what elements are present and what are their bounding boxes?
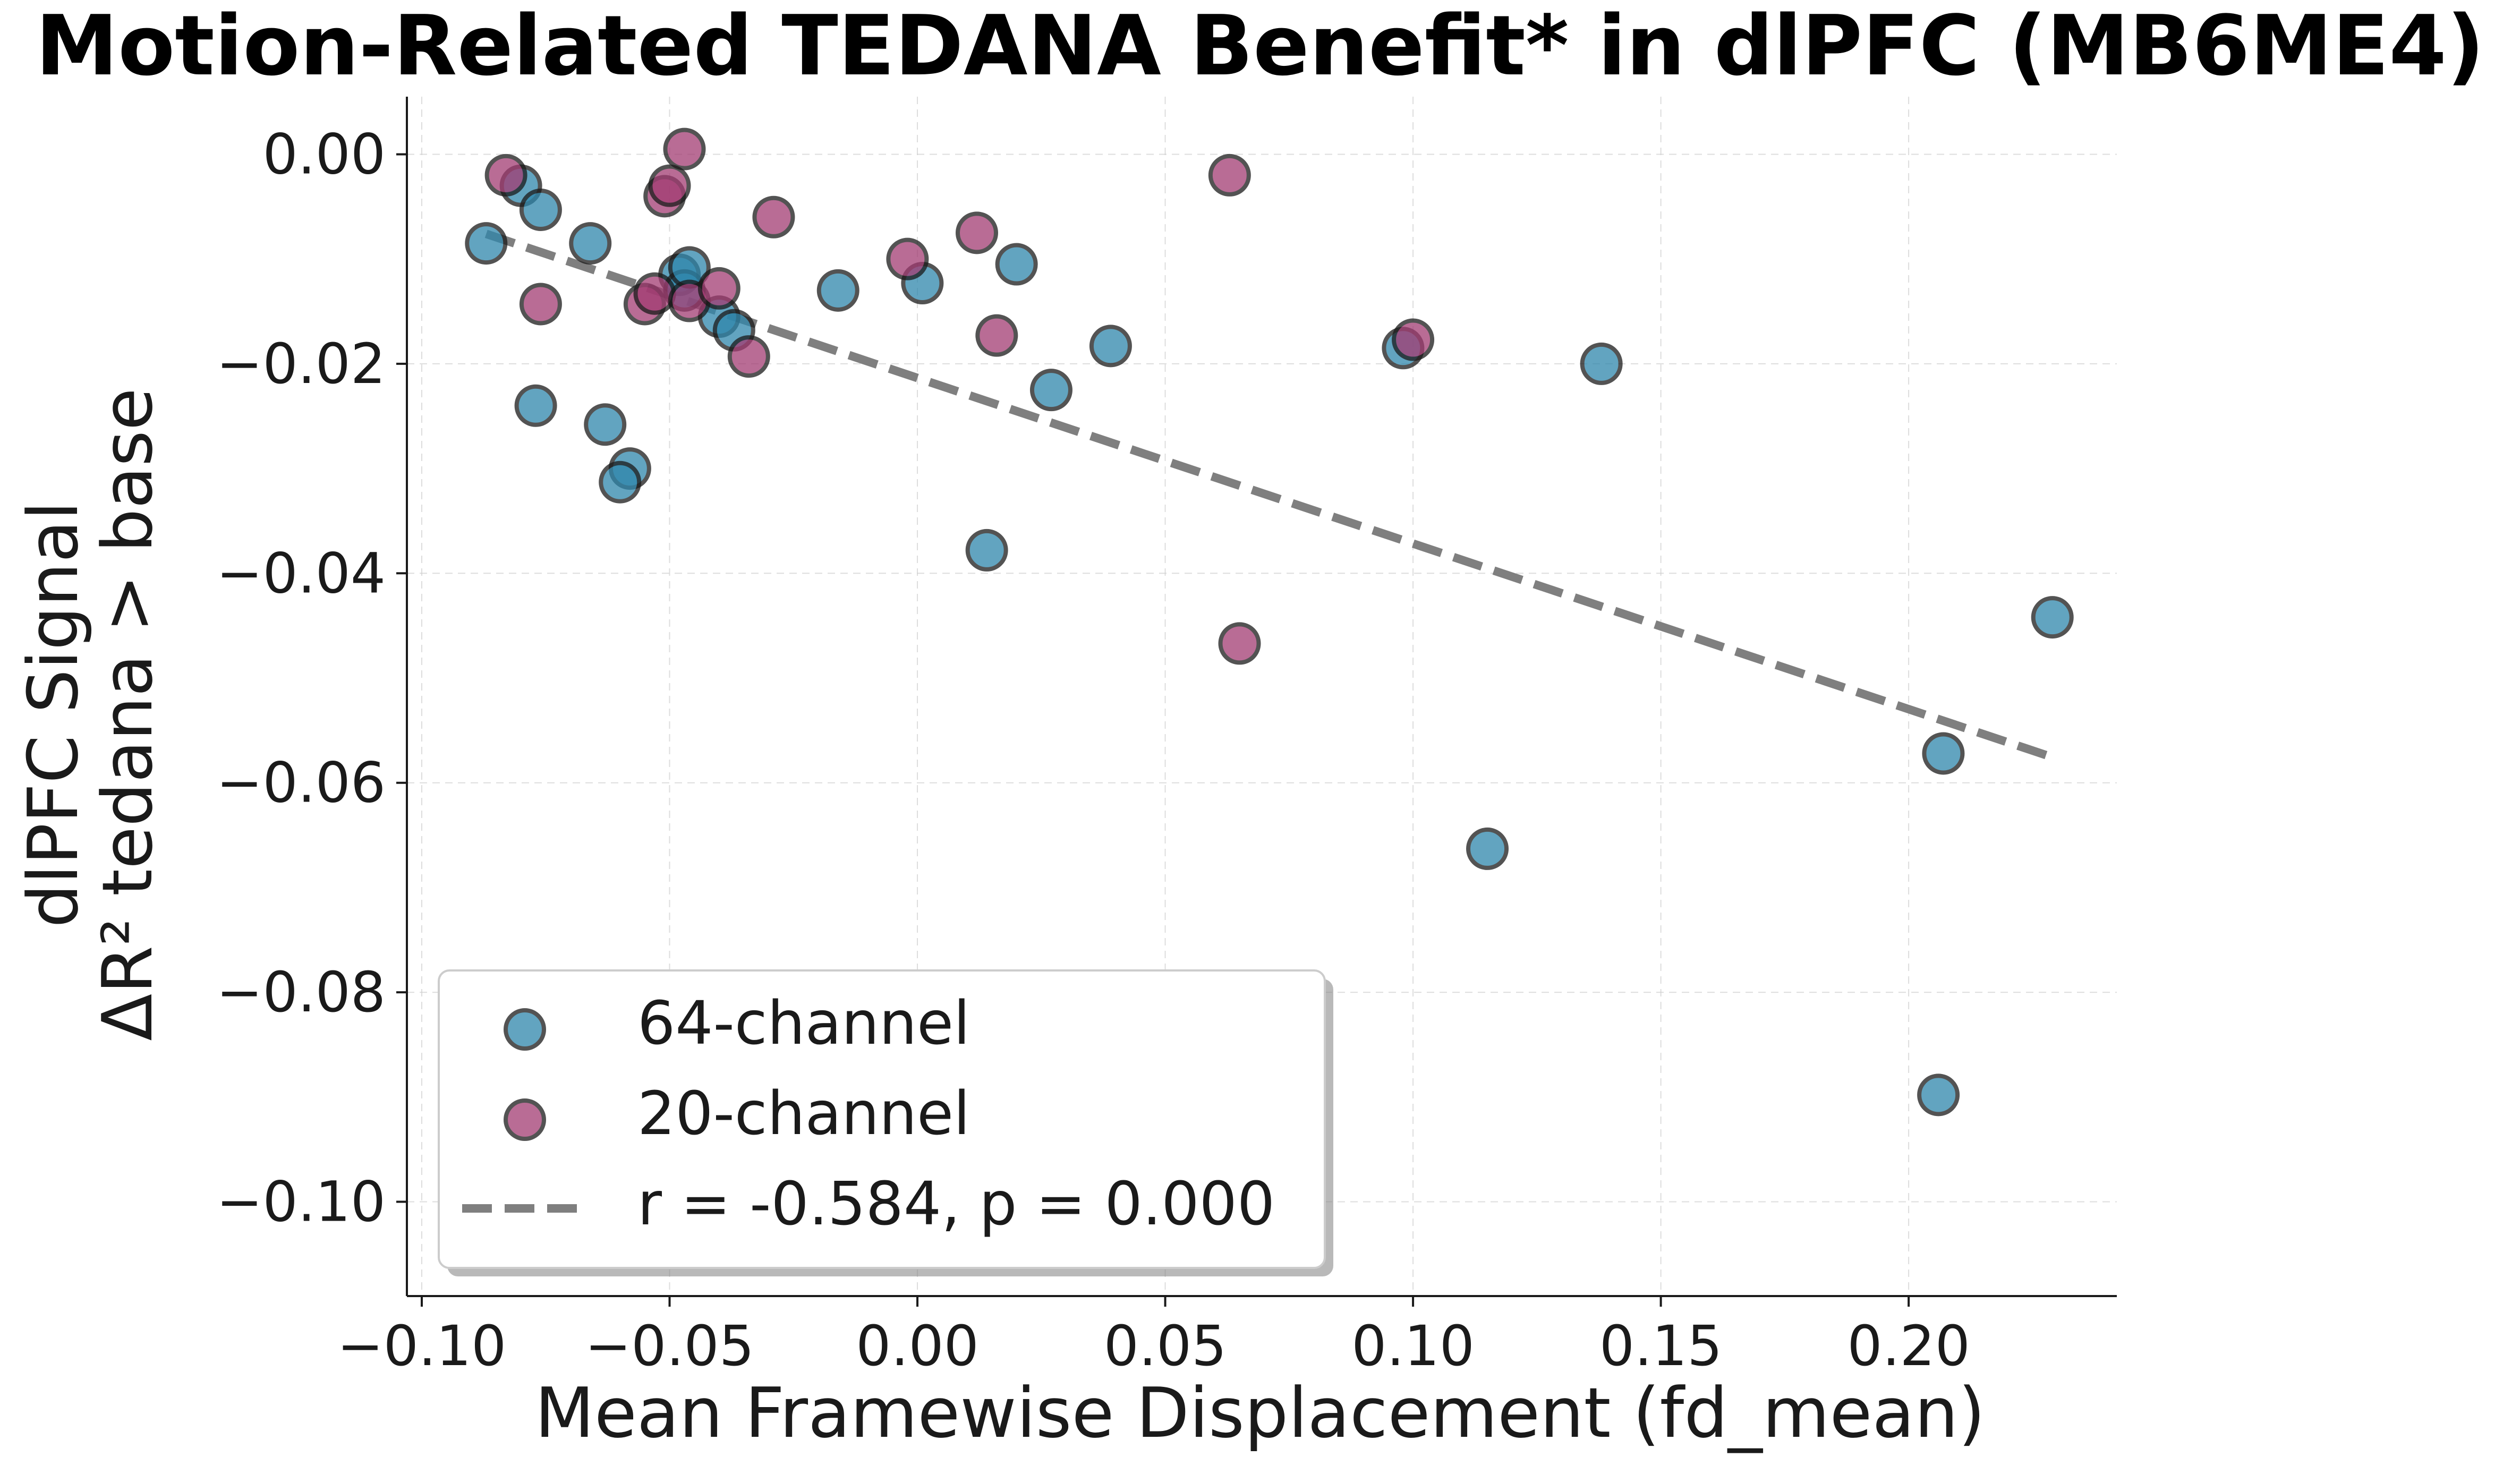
data-points xyxy=(465,127,2074,1117)
legend-marker-20-channel xyxy=(504,1098,546,1141)
data-point-64-channel xyxy=(816,269,859,312)
data-point-64-channel xyxy=(995,243,1038,286)
data-point-20-channel xyxy=(886,237,929,280)
data-point-20-channel xyxy=(956,211,998,254)
data-point-64-channel xyxy=(599,461,642,504)
data-point-64-channel xyxy=(1089,325,1132,368)
data-point-64-channel xyxy=(2031,596,2074,639)
y-tick-label: 0.00 xyxy=(262,122,386,186)
data-point-64-channel xyxy=(519,188,562,231)
data-point-64-channel xyxy=(1922,732,1965,775)
x-axis-label: Mean Framewise Displacement (fd_mean) xyxy=(535,1373,1985,1453)
x-tick-label: 0.15 xyxy=(1599,1314,1723,1378)
legend-label-20-channel: 20-channel xyxy=(637,1079,970,1148)
data-point-20-channel xyxy=(648,164,691,207)
x-tick-label: −0.05 xyxy=(585,1314,754,1378)
data-point-64-channel xyxy=(965,529,1008,572)
y-axis-label-line1: dlPFC Signal xyxy=(13,501,93,927)
x-tick-label: 0.00 xyxy=(856,1314,979,1378)
y-axis-ticks: 0.00 −0.02 −0.04 −0.06 −0.08 −0.10 xyxy=(216,122,407,1234)
y-tick-label: −0.04 xyxy=(216,541,386,606)
x-tick-label: 0.20 xyxy=(1847,1314,1970,1378)
chart-title: Motion-Related TEDANA Benefit* in dlPFC … xyxy=(36,0,2484,94)
data-point-64-channel xyxy=(1466,827,1509,870)
data-point-20-channel xyxy=(633,272,676,315)
legend-label-regression: r = -0.584, p = 0.000 xyxy=(637,1170,1275,1239)
y-tick-label: −0.06 xyxy=(216,751,386,815)
data-point-64-channel xyxy=(1917,1073,1960,1117)
data-point-20-channel xyxy=(727,335,770,378)
legend-label-64-channel: 64-channel xyxy=(637,989,970,1058)
x-axis-ticks: −0.10 −0.05 0.00 0.05 0.10 0.15 0.20 xyxy=(337,1296,1970,1378)
data-point-20-channel xyxy=(663,127,706,171)
data-point-64-channel xyxy=(1580,342,1623,385)
data-point-64-channel xyxy=(465,222,508,265)
legend-box xyxy=(438,969,1326,1269)
legend-marker-64-channel xyxy=(504,1008,546,1051)
data-point-20-channel xyxy=(752,195,795,238)
x-tick-label: −0.10 xyxy=(337,1314,507,1378)
data-point-20-channel xyxy=(1218,622,1261,665)
data-point-64-channel xyxy=(514,384,557,427)
data-point-20-channel xyxy=(1392,318,1435,361)
y-tick-label: −0.08 xyxy=(216,960,386,1025)
y-axis-label-line2: ΔR² tedana > base xyxy=(87,388,168,1041)
axes xyxy=(406,97,2117,1297)
data-point-64-channel xyxy=(584,403,627,446)
data-point-20-channel xyxy=(1208,154,1251,197)
x-tick-label: 0.10 xyxy=(1351,1314,1475,1378)
y-tick-label: −0.10 xyxy=(216,1170,386,1234)
x-tick-label: 0.05 xyxy=(1104,1314,1227,1378)
data-point-64-channel xyxy=(569,222,612,265)
legend: 64-channel 20-channel r = -0.584, p = 0.… xyxy=(438,969,1333,1276)
y-tick-label: −0.02 xyxy=(216,331,386,396)
data-point-20-channel xyxy=(484,154,527,197)
y-axis-label: dlPFC Signal ΔR² tedana > base xyxy=(13,388,168,1041)
data-point-20-channel xyxy=(519,283,562,326)
data-point-64-channel xyxy=(1029,369,1072,412)
data-point-20-channel xyxy=(975,314,1018,357)
data-point-20-channel xyxy=(697,267,740,310)
